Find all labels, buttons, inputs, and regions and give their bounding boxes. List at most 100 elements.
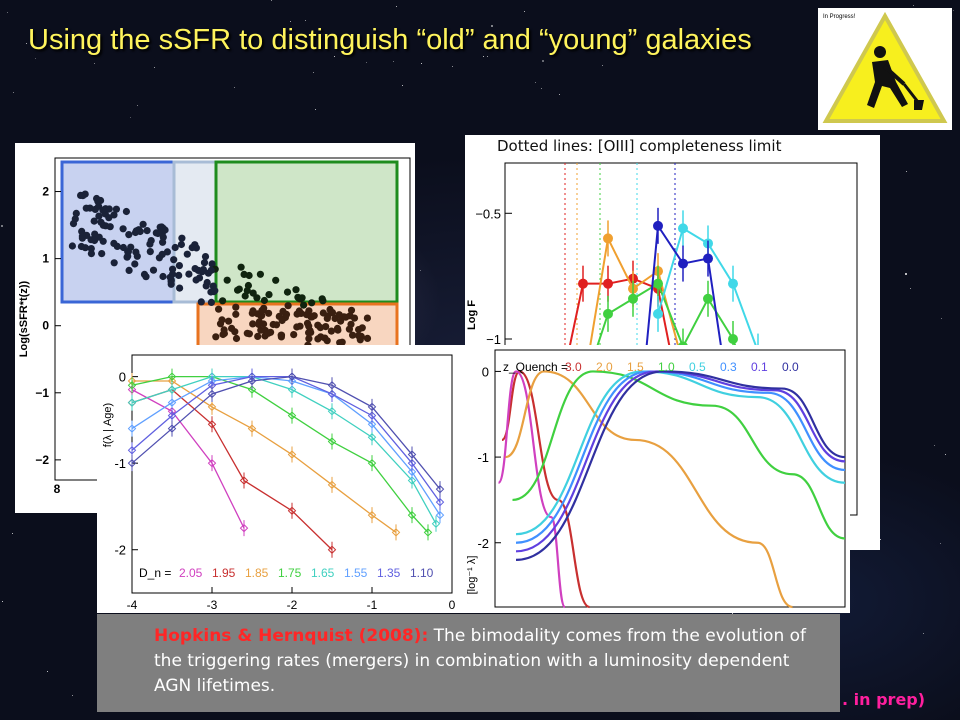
data-point xyxy=(220,326,228,334)
data-point xyxy=(653,220,663,231)
data-point xyxy=(195,274,204,282)
data-point xyxy=(149,266,158,274)
data-point xyxy=(125,266,133,274)
data-point xyxy=(603,278,613,289)
data-point xyxy=(287,376,297,386)
data-point xyxy=(287,372,297,381)
legend-entry: 1.0 xyxy=(658,360,675,374)
y-tick-label: 0 xyxy=(482,364,489,379)
data-point xyxy=(367,402,377,412)
series-line xyxy=(500,370,591,609)
data-point xyxy=(318,295,326,303)
series xyxy=(127,381,249,537)
data-point xyxy=(207,372,217,381)
star xyxy=(953,10,954,11)
data-point xyxy=(327,545,337,554)
data-point xyxy=(324,312,332,320)
data-point xyxy=(225,317,233,325)
data-point xyxy=(327,480,337,490)
data-point xyxy=(167,372,177,381)
data-point xyxy=(127,424,137,433)
star xyxy=(491,25,493,27)
star xyxy=(940,543,941,544)
data-point xyxy=(327,389,337,399)
data-point xyxy=(728,278,738,289)
data-point xyxy=(98,250,106,258)
series xyxy=(127,381,337,558)
star xyxy=(26,43,27,44)
data-point xyxy=(201,253,210,261)
data-point xyxy=(235,285,243,293)
data-point xyxy=(407,458,417,468)
data-point xyxy=(167,376,177,386)
data-point xyxy=(68,242,76,250)
star xyxy=(154,67,155,68)
legend-entry: 0.3 xyxy=(720,360,737,374)
star xyxy=(602,65,603,66)
footer-in-prep: . in prep) xyxy=(842,690,926,709)
legend-entry: 1.10 xyxy=(410,566,434,580)
data-point xyxy=(310,312,318,320)
data-point xyxy=(239,476,249,485)
data-point xyxy=(356,336,364,344)
legend-entry: 0.1 xyxy=(751,360,768,374)
data-point xyxy=(308,299,316,307)
data-point xyxy=(207,266,215,274)
data-point xyxy=(124,248,132,256)
series-line xyxy=(515,370,846,544)
star xyxy=(402,85,403,86)
data-point xyxy=(167,280,175,288)
data-point xyxy=(207,288,215,296)
data-point xyxy=(81,244,89,252)
legend-label: z_Quench = xyxy=(503,360,568,374)
zquench-chart: 0 -1 -2 [log⁻¹ λ] z_Quench =3.0 2.0 1.5 1.0 0.5 0… xyxy=(466,349,846,609)
data-point xyxy=(87,250,95,258)
data-point xyxy=(247,424,257,433)
data-point xyxy=(207,402,217,412)
y-axis-label: Log F xyxy=(466,300,478,330)
data-point xyxy=(200,259,209,267)
series-line xyxy=(131,375,441,516)
star xyxy=(483,56,484,57)
series-line xyxy=(132,380,397,533)
data-point xyxy=(305,322,313,330)
data-point xyxy=(175,271,183,279)
star xyxy=(420,270,421,271)
data-point xyxy=(327,327,335,335)
y-tick-label: −2 xyxy=(35,453,49,467)
star xyxy=(137,105,138,106)
data-point xyxy=(167,411,177,420)
data-point xyxy=(112,205,120,213)
star xyxy=(234,87,235,88)
data-point xyxy=(407,510,417,520)
data-point xyxy=(90,217,98,225)
star xyxy=(905,273,907,275)
data-point xyxy=(314,335,322,343)
data-point xyxy=(258,307,266,315)
star xyxy=(945,454,946,455)
data-point xyxy=(241,292,249,300)
legend-entry: 2.0 xyxy=(596,360,613,374)
data-point xyxy=(279,307,287,315)
star xyxy=(12,533,13,534)
data-point xyxy=(178,234,186,242)
data-point xyxy=(327,437,337,446)
legend-entry: 0.5 xyxy=(689,360,706,374)
data-point xyxy=(140,270,149,278)
zquench-panel: 0 -1 -2 [log⁻¹ λ] z_Quench = 3.0 2.0 1.5 1.0 0.5 0… xyxy=(455,345,850,613)
data-point xyxy=(207,389,217,399)
data-point xyxy=(272,321,281,329)
data-point xyxy=(167,385,177,394)
data-point xyxy=(278,316,286,325)
star xyxy=(396,6,397,7)
series xyxy=(127,368,445,524)
data-point xyxy=(175,262,183,270)
star xyxy=(47,671,48,672)
star xyxy=(923,633,924,634)
data-point xyxy=(215,305,223,313)
star xyxy=(315,109,316,110)
data-point xyxy=(367,510,377,520)
data-point xyxy=(106,223,114,231)
legend-label: D_n = xyxy=(139,566,171,580)
star xyxy=(130,117,131,118)
